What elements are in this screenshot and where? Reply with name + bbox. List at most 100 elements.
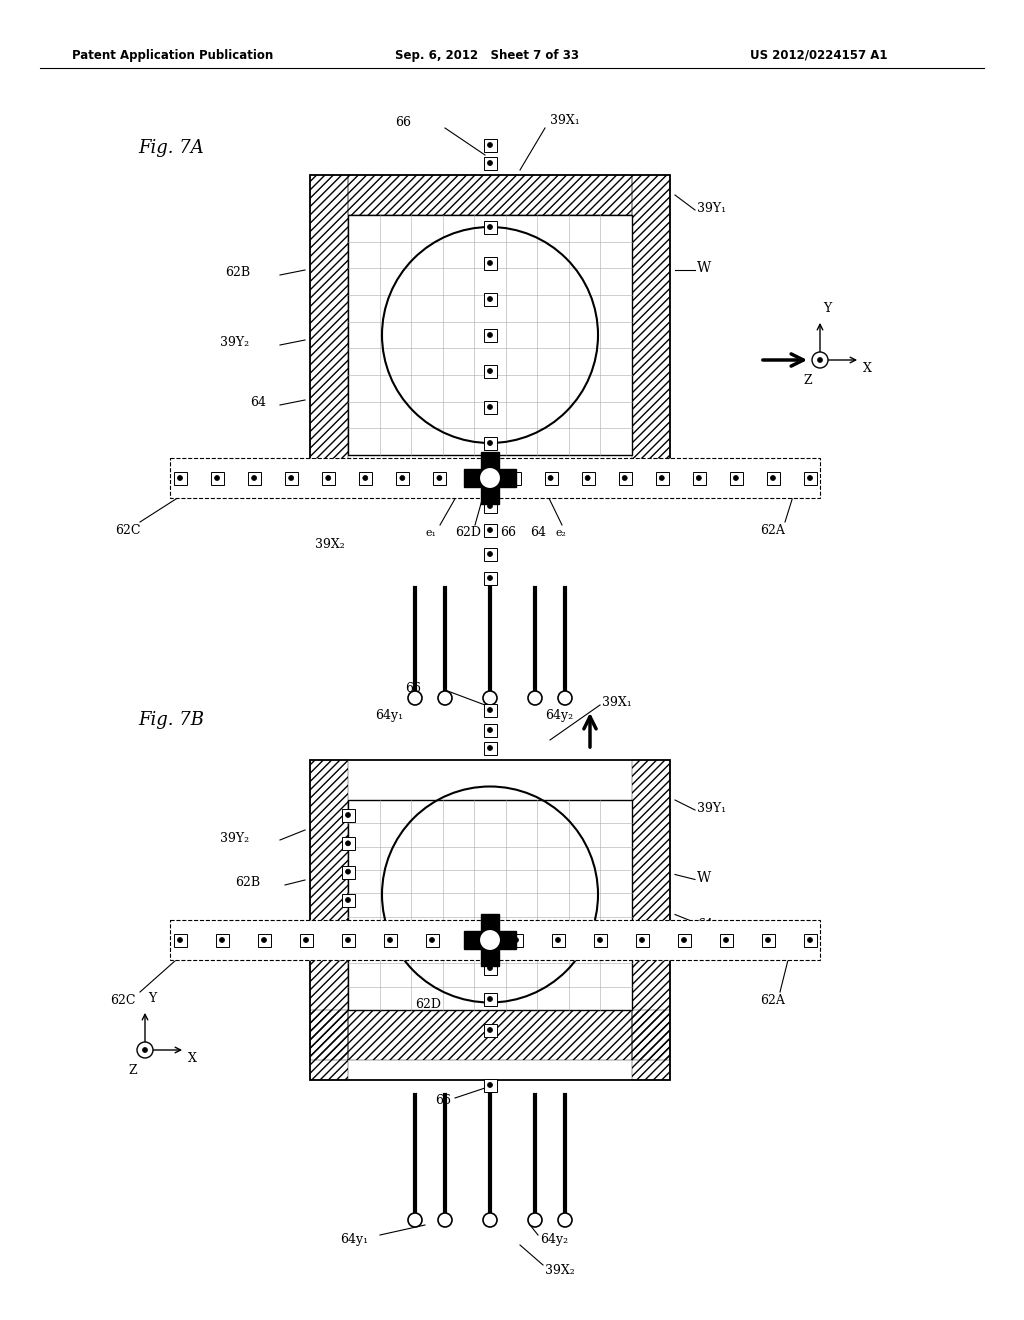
Text: 64: 64 (530, 527, 546, 540)
Circle shape (770, 475, 775, 480)
Circle shape (487, 503, 493, 508)
Circle shape (528, 1213, 542, 1228)
Circle shape (555, 937, 560, 942)
Bar (484, 366, 497, 378)
Bar (678, 935, 691, 946)
Circle shape (345, 841, 350, 846)
Bar (300, 935, 313, 946)
Bar (342, 894, 355, 907)
Text: 64y₂: 64y₂ (540, 1233, 568, 1246)
Bar (170, 920, 820, 960)
Bar (484, 139, 497, 152)
Circle shape (511, 475, 516, 480)
Circle shape (479, 467, 501, 488)
Bar (258, 935, 271, 946)
Bar (470, 473, 483, 484)
Circle shape (487, 161, 493, 165)
Text: Fig. 7B: Fig. 7B (138, 711, 204, 729)
Bar (348, 1010, 632, 1060)
Circle shape (483, 1213, 497, 1228)
Text: 39X₂: 39X₂ (545, 1263, 574, 1276)
Circle shape (487, 746, 493, 751)
Circle shape (399, 475, 404, 480)
Bar (433, 473, 446, 484)
Text: 39Y₁: 39Y₁ (697, 202, 726, 214)
Circle shape (558, 1213, 572, 1228)
Bar (484, 572, 497, 585)
Circle shape (696, 475, 701, 480)
Circle shape (487, 368, 493, 374)
Text: 39Y₂: 39Y₂ (220, 832, 249, 845)
Circle shape (345, 937, 350, 942)
Text: 64y₂: 64y₂ (545, 710, 573, 722)
Text: 62A: 62A (760, 994, 784, 1006)
Bar (720, 935, 733, 946)
Bar (348, 215, 632, 455)
Bar (170, 458, 820, 498)
Text: Patent Application Publication: Patent Application Publication (72, 49, 273, 62)
Circle shape (724, 937, 728, 942)
Circle shape (487, 727, 493, 733)
Circle shape (479, 929, 501, 950)
Bar (216, 935, 229, 946)
Text: 66: 66 (395, 116, 411, 128)
Circle shape (487, 552, 493, 557)
Polygon shape (464, 913, 516, 966)
Text: 62A: 62A (760, 524, 784, 536)
Circle shape (558, 690, 572, 705)
Bar (804, 935, 817, 946)
Bar (582, 473, 595, 484)
Text: W: W (697, 261, 712, 275)
Text: X: X (188, 1052, 197, 1065)
Circle shape (438, 1213, 452, 1228)
Circle shape (483, 690, 497, 705)
Bar (384, 935, 397, 946)
Bar (342, 809, 355, 822)
Bar (348, 176, 632, 215)
Text: 39X₂: 39X₂ (315, 539, 345, 552)
Circle shape (137, 1041, 153, 1059)
Bar (468, 935, 481, 946)
Bar (396, 473, 410, 484)
Bar (426, 935, 439, 946)
Bar (342, 866, 355, 879)
Circle shape (487, 260, 493, 265)
Circle shape (408, 690, 422, 705)
Bar (342, 935, 355, 946)
Bar (484, 704, 497, 717)
Bar (310, 760, 348, 1080)
Circle shape (548, 475, 553, 480)
Bar (174, 935, 187, 946)
Circle shape (487, 1027, 493, 1032)
Bar (632, 1010, 670, 1060)
Bar (484, 500, 497, 513)
Circle shape (808, 937, 812, 942)
Text: 64y₁: 64y₁ (375, 710, 403, 722)
Circle shape (817, 358, 822, 363)
Circle shape (487, 333, 493, 338)
Circle shape (640, 937, 644, 942)
Text: 62C: 62C (115, 524, 140, 536)
Circle shape (659, 475, 665, 480)
Circle shape (177, 937, 182, 942)
Circle shape (597, 937, 602, 942)
Circle shape (487, 1082, 493, 1088)
Text: 62D: 62D (415, 998, 441, 1011)
Bar (484, 157, 497, 170)
Text: 66: 66 (406, 681, 421, 694)
Circle shape (219, 937, 224, 942)
Bar (484, 962, 497, 975)
Bar (342, 837, 355, 850)
Text: US 2012/0224157 A1: US 2012/0224157 A1 (750, 49, 888, 62)
Text: 66: 66 (435, 1093, 451, 1106)
Bar (484, 524, 497, 537)
Circle shape (682, 937, 686, 942)
Circle shape (487, 143, 493, 148)
Text: 62B: 62B (225, 267, 250, 280)
Bar (594, 935, 607, 946)
Bar (285, 473, 298, 484)
Text: Y: Y (823, 302, 831, 315)
Bar (762, 935, 775, 946)
Bar (510, 935, 523, 946)
Circle shape (513, 937, 518, 942)
